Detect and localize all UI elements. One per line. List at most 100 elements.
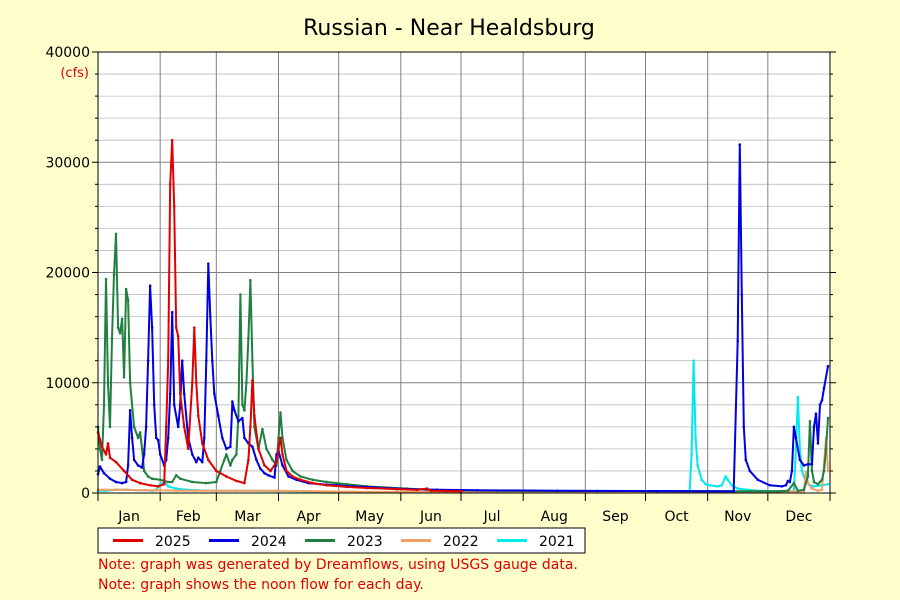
data-point-2021 (692, 359, 695, 363)
data-point-2025 (138, 481, 142, 485)
data-point-2024 (128, 409, 132, 412)
data-point-2023 (299, 475, 302, 478)
data-point-2024 (273, 476, 276, 479)
data-point-2024 (150, 326, 154, 329)
data-point-2025 (415, 488, 419, 492)
data-point-2024 (108, 477, 112, 480)
data-point-2023 (251, 359, 254, 363)
data-point-2021 (724, 475, 728, 478)
data-point-2025 (299, 478, 302, 482)
data-point-2023 (271, 458, 274, 462)
data-point-2021 (174, 487, 178, 490)
data-point-2025 (130, 478, 134, 482)
data-point-2024 (742, 425, 746, 429)
data-point-2024 (158, 453, 162, 456)
data-point-2024 (213, 392, 216, 396)
data-point-2022 (806, 481, 810, 485)
legend-label-2024: 2024 (251, 534, 287, 550)
data-point-2023 (166, 480, 170, 484)
data-point-2024 (768, 483, 772, 487)
data-point-2023 (174, 474, 178, 477)
data-point-2023 (237, 414, 240, 418)
data-point-2024 (114, 480, 118, 484)
data-point-2024 (102, 471, 106, 475)
data-point-2024 (168, 392, 172, 396)
data-point-2025 (395, 487, 399, 491)
data-point-2021 (796, 395, 800, 399)
data-point-2024 (794, 436, 798, 440)
data-point-2024 (267, 474, 270, 477)
data-point-2024 (756, 478, 760, 482)
x-tick-label: Feb (176, 509, 201, 525)
data-point-2023 (792, 481, 796, 485)
data-point-2024 (202, 436, 206, 440)
data-point-2025 (311, 481, 314, 485)
data-point-2024 (209, 315, 212, 318)
data-point-2022 (154, 488, 158, 492)
data-point-2025 (170, 138, 174, 142)
data-point-2023 (810, 469, 814, 473)
data-point-2023 (776, 490, 780, 493)
data-point-2023 (239, 293, 242, 296)
data-point-2023 (245, 381, 248, 385)
data-point-2021 (690, 453, 693, 456)
data-point-2024 (475, 488, 479, 492)
data-point-2023 (204, 481, 208, 485)
data-point-2023 (98, 447, 102, 451)
data-point-2022 (215, 489, 218, 493)
data-point-2025 (148, 483, 152, 487)
data-point-2024 (225, 447, 228, 451)
data-point-2023 (104, 277, 108, 281)
data-point-2023 (146, 475, 150, 478)
data-point-2024 (818, 403, 822, 407)
data-point-2024 (98, 465, 102, 468)
legend-label-2023: 2023 (347, 534, 383, 550)
data-point-2023 (818, 480, 822, 484)
data-point-2024 (656, 489, 659, 493)
data-point-2022 (174, 489, 178, 492)
data-point-2024 (732, 489, 736, 493)
data-point-2023 (277, 436, 280, 440)
data-point-2025 (182, 425, 186, 429)
data-point-2025 (200, 442, 204, 445)
legend-label-2021: 2021 (539, 534, 575, 550)
data-point-2022 (816, 489, 820, 493)
data-point-2023 (142, 469, 146, 473)
data-point-2025 (192, 326, 196, 329)
data-point-2023 (132, 425, 136, 429)
x-tick-label: May (355, 509, 384, 525)
data-point-2024 (142, 453, 146, 456)
data-point-2025 (253, 414, 256, 418)
data-point-2023 (345, 482, 348, 486)
data-point-2024 (784, 483, 788, 487)
data-point-2025 (235, 479, 238, 483)
data-point-2024 (738, 143, 742, 146)
data-point-2024 (810, 463, 814, 466)
data-point-2021 (794, 447, 798, 451)
data-point-2023 (279, 411, 282, 414)
data-point-2024 (190, 453, 194, 456)
x-tick-label: Nov (724, 509, 751, 525)
data-point-2022 (295, 489, 298, 493)
data-point-2023 (261, 427, 264, 431)
data-point-2024 (744, 458, 748, 462)
data-point-2023 (102, 403, 106, 407)
data-point-2025 (365, 486, 369, 490)
data-point-2024 (154, 436, 158, 440)
data-point-2024 (221, 436, 224, 440)
data-point-2024 (182, 392, 186, 396)
data-point-2023 (150, 477, 154, 480)
data-point-2023 (808, 420, 812, 423)
data-point-2024 (146, 359, 150, 363)
data-point-2024 (172, 403, 176, 407)
data-point-2021 (800, 469, 804, 473)
data-point-2023 (826, 416, 830, 420)
data-point-2023 (114, 232, 118, 236)
data-point-2024 (243, 436, 246, 440)
data-point-2024 (251, 445, 254, 448)
data-point-2024 (814, 412, 818, 415)
data-point-2025 (225, 475, 228, 478)
data-point-2022 (804, 470, 808, 474)
data-point-2021 (696, 464, 699, 467)
data-point-2024 (740, 293, 744, 296)
